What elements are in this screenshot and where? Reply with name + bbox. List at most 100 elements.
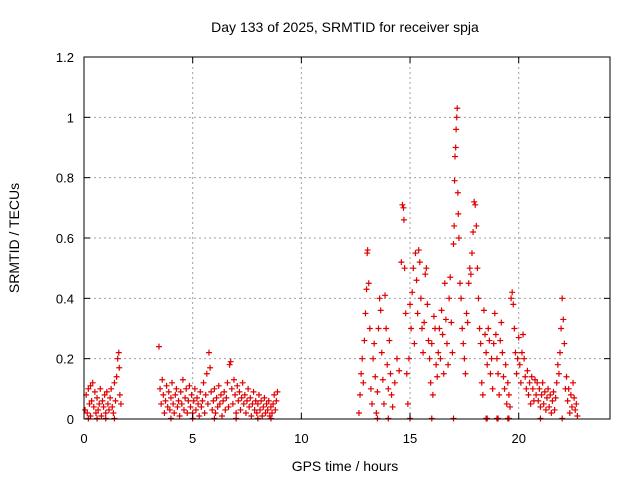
data-point: [187, 403, 194, 410]
data-point: [503, 400, 510, 407]
data-point: [540, 400, 547, 407]
data-point: [407, 301, 414, 308]
data-point: [254, 400, 261, 407]
data-point: [423, 265, 430, 272]
data-point: [539, 379, 546, 386]
data-point: [212, 409, 219, 416]
y-tick-label: 0.2: [56, 352, 74, 367]
data-point: [526, 379, 533, 386]
data-point: [387, 370, 394, 377]
data-point: [209, 406, 216, 413]
data-point: [452, 153, 459, 160]
data-point: [439, 331, 446, 338]
data-point: [195, 400, 202, 407]
data-point: [486, 337, 493, 344]
data-point: [547, 391, 554, 398]
data-point: [422, 271, 429, 278]
data-point: [158, 400, 165, 407]
data-point: [479, 391, 486, 398]
data-point: [442, 316, 449, 323]
data-point: [402, 310, 409, 317]
data-point: [384, 361, 391, 368]
data-point: [525, 391, 532, 398]
data-point: [477, 340, 484, 347]
data-point: [514, 355, 521, 362]
y-tick-label: 1.2: [56, 50, 74, 65]
data-point: [453, 114, 460, 121]
data-point: [96, 400, 103, 407]
data-point: [573, 400, 580, 407]
data-point: [404, 400, 411, 407]
data-point: [363, 286, 370, 293]
data-point: [527, 400, 534, 407]
data-point: [467, 271, 474, 278]
data-point: [424, 301, 431, 308]
data-point: [210, 397, 217, 404]
data-point: [518, 349, 525, 356]
data-point: [434, 373, 441, 380]
data-point: [448, 319, 455, 326]
data-point: [82, 406, 89, 413]
data-point: [545, 385, 552, 392]
data-point: [225, 403, 232, 410]
data-point: [253, 409, 260, 416]
data-point: [236, 388, 243, 395]
data-point: [180, 406, 187, 413]
data-point: [411, 340, 418, 347]
data-point: [535, 397, 542, 404]
data-point: [252, 397, 259, 404]
data-point: [463, 310, 470, 317]
data-point: [239, 379, 246, 386]
data-point: [464, 319, 471, 326]
data-point: [194, 394, 201, 401]
data-point: [511, 325, 518, 332]
data-point: [571, 394, 578, 401]
data-point: [227, 358, 234, 365]
data-point: [490, 340, 497, 347]
data-point: [533, 391, 540, 398]
data-point: [563, 373, 570, 380]
data-point: [473, 222, 480, 229]
data-point: [169, 379, 176, 386]
data-point: [409, 289, 416, 296]
data-point: [232, 391, 239, 398]
data-point: [510, 301, 517, 308]
data-point: [493, 355, 500, 362]
data-point: [259, 412, 266, 419]
data-point: [235, 397, 242, 404]
data-point: [372, 373, 379, 380]
data-point: [528, 373, 535, 380]
data-point: [378, 349, 385, 356]
data-point: [160, 391, 167, 398]
data-point: [115, 349, 122, 356]
data-point: [172, 391, 179, 398]
data-point: [97, 385, 104, 392]
data-point: [190, 397, 197, 404]
data-point: [461, 355, 468, 362]
data-point: [375, 325, 382, 332]
data-point: [108, 385, 115, 392]
data-point: [466, 265, 473, 272]
data-point: [502, 361, 509, 368]
data-point: [536, 385, 543, 392]
data-point: [178, 400, 185, 407]
data-point: [428, 340, 435, 347]
data-point: [465, 280, 472, 287]
data-point: [532, 376, 539, 383]
data-point: [224, 379, 231, 386]
data-point: [553, 379, 560, 386]
data-point: [183, 385, 190, 392]
data-point: [85, 385, 92, 392]
data-point: [257, 406, 264, 413]
data-point: [441, 280, 448, 287]
data-point: [501, 385, 508, 392]
data-point: [400, 216, 407, 223]
data-point: [410, 265, 417, 272]
data-point: [476, 325, 483, 332]
data-point: [516, 361, 523, 368]
data-point: [114, 355, 121, 362]
data-point: [116, 364, 123, 371]
data-point: [388, 391, 395, 398]
data-point: [161, 409, 168, 416]
